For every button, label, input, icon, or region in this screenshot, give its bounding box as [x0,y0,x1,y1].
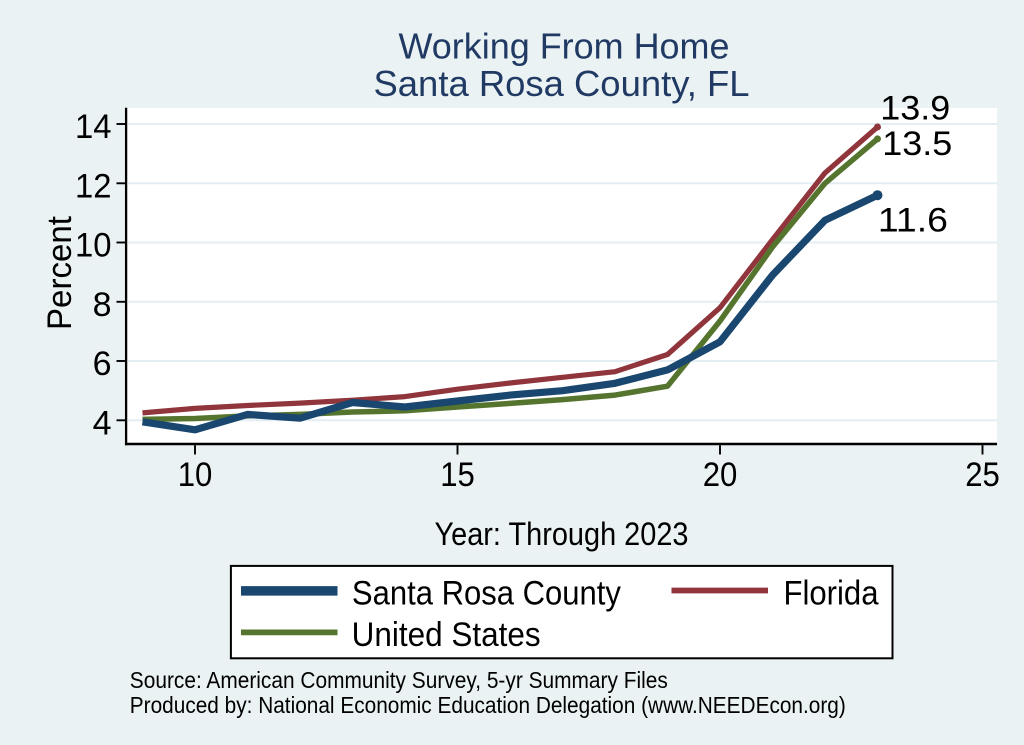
svg-text:6: 6 [93,345,112,383]
svg-text:Santa Rosa County, FL: Santa Rosa County, FL [374,63,750,104]
svg-text:25: 25 [965,456,1000,494]
svg-text:4: 4 [93,404,112,442]
svg-text:10: 10 [75,227,112,265]
svg-text:12: 12 [75,167,112,205]
svg-text:Source: American Community Sur: Source: American Community Survey, 5-yr … [130,667,668,693]
svg-text:Year: Through 2023: Year: Through 2023 [435,516,689,552]
svg-text:United States: United States [352,616,541,654]
svg-text:20: 20 [703,456,738,494]
svg-text:13.9: 13.9 [880,90,950,128]
svg-text:Percent: Percent [41,215,79,330]
svg-text:15: 15 [440,456,475,494]
svg-text:Santa Rosa County: Santa Rosa County [352,574,621,612]
svg-text:11.6: 11.6 [878,202,948,240]
svg-text:13.5: 13.5 [882,125,952,163]
svg-text:10: 10 [178,456,213,494]
svg-text:Produced by: National Economic: Produced by: National Economic Education… [130,692,846,718]
svg-text:14: 14 [75,108,112,146]
svg-text:Working From Home: Working From Home [399,26,730,67]
svg-text:Florida: Florida [784,574,879,612]
svg-text:8: 8 [93,286,112,324]
